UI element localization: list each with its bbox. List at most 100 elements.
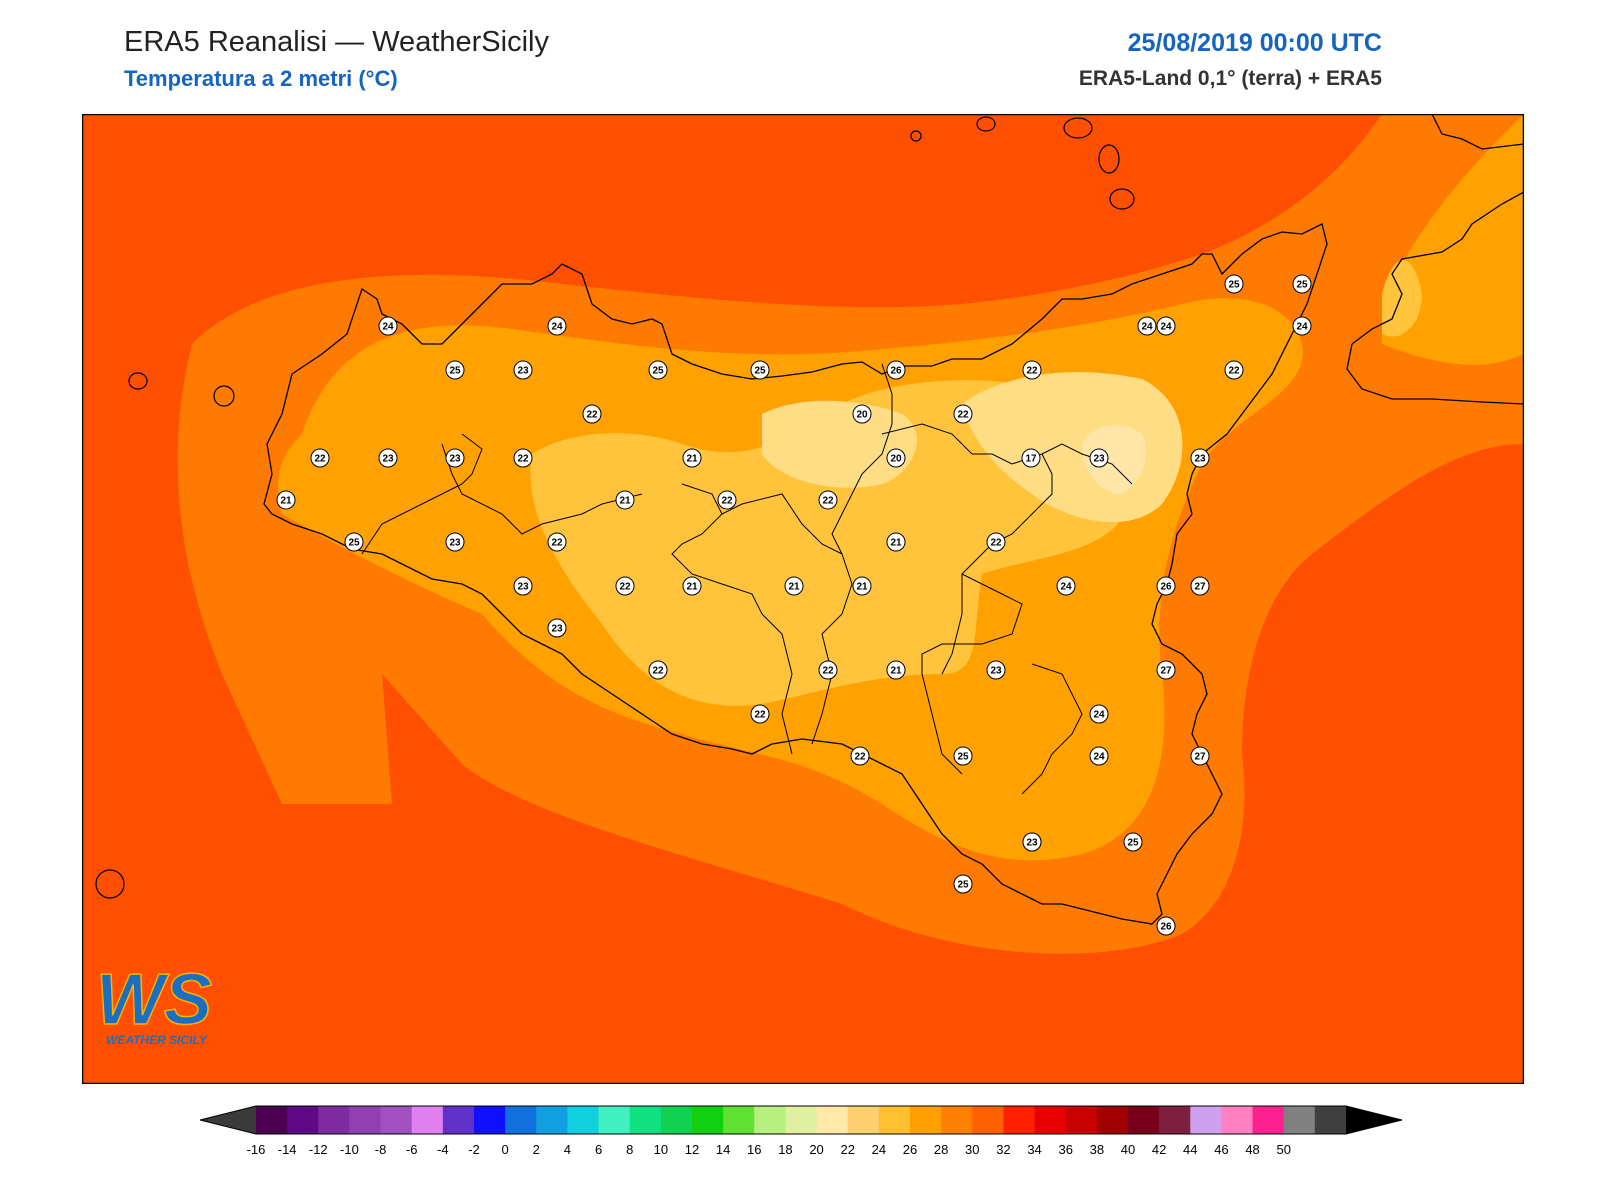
station-value: 22: [551, 538, 563, 549]
station-value: 22: [619, 582, 631, 593]
station-circle: [953, 746, 973, 766]
colorbar-cell: [941, 1106, 973, 1134]
station-circle: [1021, 448, 1041, 468]
station-marker: 24: [1089, 746, 1109, 766]
colorbar-cell: [349, 1106, 382, 1134]
station-circle: [886, 532, 906, 552]
colorbar-tick-label: 14: [716, 1142, 730, 1157]
calabria-coastline: [1346, 114, 1524, 405]
station-value: 23: [449, 454, 461, 465]
station-marker: 21: [682, 576, 702, 596]
colorbar-cell: [723, 1106, 755, 1134]
station-value: 21: [280, 496, 292, 507]
station-marker: 23: [513, 360, 533, 380]
station-circle: [886, 448, 906, 468]
colorbar-tick-label: 18: [778, 1142, 792, 1157]
colorbar-tick-label: -6: [406, 1142, 418, 1157]
colorbar-tick-label: 2: [533, 1142, 540, 1157]
station-value: 24: [551, 322, 563, 333]
station-circle: [986, 660, 1006, 680]
station-circle: [682, 576, 702, 596]
station-marker: 25: [1224, 274, 1244, 294]
station-circle: [615, 490, 635, 510]
station-circle: [445, 448, 465, 468]
station-value: 21: [890, 538, 902, 549]
colorbar-tick-label: 44: [1183, 1142, 1197, 1157]
station-circle: [850, 746, 870, 766]
colorbar-cell: [1159, 1106, 1191, 1134]
colorbar-tick-label: -14: [278, 1142, 297, 1157]
station-circle: [513, 576, 533, 596]
minor-islands: [95, 116, 1135, 899]
station-value: 22: [586, 410, 598, 421]
station-value: 26: [1160, 922, 1172, 933]
station-circle: [1022, 360, 1042, 380]
colorbar-tick-label: 48: [1245, 1142, 1259, 1157]
station-marker: 23: [1089, 448, 1109, 468]
station-marker: 23: [445, 448, 465, 468]
station-marker: 22: [986, 532, 1006, 552]
station-value: 23: [1026, 838, 1038, 849]
station-value: 23: [1194, 454, 1206, 465]
station-circle: [1137, 316, 1157, 336]
station-value: 23: [449, 538, 461, 549]
station-circle: [818, 490, 838, 510]
station-circle: [1156, 660, 1176, 680]
station-value: 22: [822, 496, 834, 507]
colorbar-tick-label: -10: [340, 1142, 359, 1157]
colorbar-cell: [598, 1106, 631, 1134]
station-marker: 24: [1156, 316, 1176, 336]
colorbar-cell: [816, 1106, 849, 1134]
colorbar-cell: [1314, 1106, 1347, 1134]
station-circle: [886, 360, 906, 380]
station-circle: [1123, 832, 1143, 852]
station-circle: [1089, 704, 1109, 724]
field-band-cool: [762, 400, 917, 488]
station-value: 22: [754, 710, 766, 721]
colorbar-outline: [199, 1105, 1403, 1135]
colorbar-cell: [442, 1106, 475, 1134]
colorbar-cell: [878, 1106, 911, 1134]
station-value: 25: [348, 538, 360, 549]
colorbar-tick-label: 4: [564, 1142, 571, 1157]
station-marker: 22: [750, 704, 770, 724]
station-circle: [1224, 360, 1244, 380]
station-marker: 21: [886, 660, 906, 680]
field-band-warm: [530, 380, 1134, 706]
colorbar-tick-label: 0: [502, 1142, 509, 1157]
station-circle: [953, 874, 973, 894]
station-value: 25: [754, 366, 766, 377]
colorbar-tick-label: -16: [247, 1142, 266, 1157]
station-value: 24: [1093, 752, 1105, 763]
station-value: 20: [890, 454, 902, 465]
station-circle: [378, 316, 398, 336]
station-circle: [852, 404, 872, 424]
station-circle: [717, 490, 737, 510]
station-value: 22: [854, 752, 866, 763]
station-circle: [1292, 316, 1312, 336]
station-value: 21: [686, 582, 698, 593]
colorbar-cell: [629, 1106, 662, 1134]
station-circle: [1056, 576, 1076, 596]
station-value: 23: [1093, 454, 1105, 465]
station-value: 22: [314, 454, 326, 465]
station-marker: 22: [310, 448, 330, 468]
station-marker: 24: [1089, 704, 1109, 724]
station-marker: 25: [750, 360, 770, 380]
colorbar-tick-label: 24: [872, 1142, 886, 1157]
station-marker: 25: [648, 360, 668, 380]
station-marker: 20: [886, 448, 906, 468]
station-value: 25: [1127, 838, 1139, 849]
station-circle: [648, 660, 668, 680]
station-marker: 27: [1190, 746, 1210, 766]
station-value: 20: [856, 410, 868, 421]
station-value: 21: [619, 496, 631, 507]
colorbar-tick-label: 22: [840, 1142, 854, 1157]
station-marker: 25: [953, 874, 973, 894]
station-circle: [1190, 448, 1210, 468]
colorbar-tick-label: 36: [1058, 1142, 1072, 1157]
station-value: 23: [382, 454, 394, 465]
colorbar-tick-label: 38: [1090, 1142, 1104, 1157]
weathersicily-logo: WS WEATHER SICILY: [95, 959, 212, 1047]
station-marker: 23: [1022, 832, 1042, 852]
